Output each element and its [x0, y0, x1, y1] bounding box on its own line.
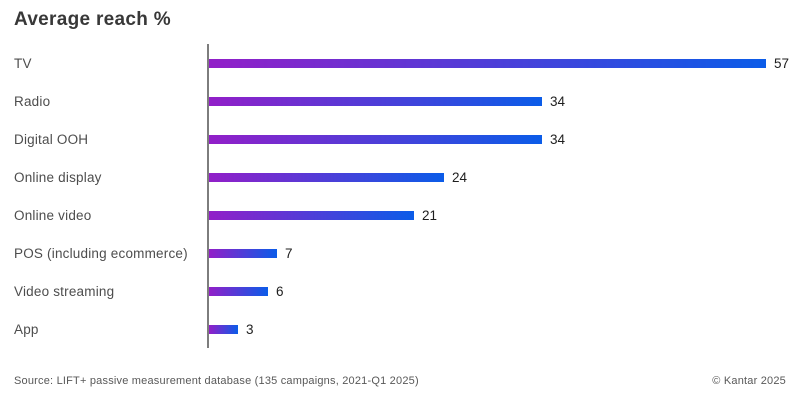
category-label: TV	[14, 55, 32, 71]
y-axis-line	[207, 44, 209, 348]
value-label: 34	[550, 93, 566, 109]
bar-row: Video streaming 6	[0, 272, 800, 310]
bar-area: 24	[207, 170, 800, 185]
plot-rows: TV 57 Radio 34 Digital OOH 34 Online dis…	[0, 44, 800, 348]
bar	[209, 134, 542, 144]
value-label: 34	[550, 131, 566, 147]
value-label: 6	[276, 283, 284, 299]
value-label: 57	[774, 55, 790, 71]
bar	[209, 286, 268, 296]
copyright-note: © Kantar 2025	[712, 375, 786, 387]
value-label: 24	[452, 169, 468, 185]
value-label: 21	[422, 207, 438, 223]
bar-area: 34	[207, 94, 800, 109]
category-label: POS (including ecommerce)	[14, 245, 188, 261]
bar	[209, 58, 766, 68]
bar	[209, 210, 414, 220]
bar	[209, 324, 238, 334]
bar-row: Digital OOH 34	[0, 120, 800, 158]
footer: Source: LIFT+ passive measurement databa…	[0, 375, 800, 400]
bar-chart: TV 57 Radio 34 Digital OOH 34 Online dis…	[0, 44, 800, 348]
value-label: 3	[246, 321, 254, 337]
bar	[209, 172, 444, 182]
bar-row: Online video 21	[0, 196, 800, 234]
bar-area: 3	[207, 322, 800, 337]
bar-area: 7	[207, 246, 800, 261]
bar	[209, 248, 277, 258]
category-label: Radio	[14, 93, 51, 109]
bar-row: Online display 24	[0, 158, 800, 196]
category-label: Online video	[14, 207, 92, 223]
source-note: Source: LIFT+ passive measurement databa…	[14, 375, 419, 387]
category-label: App	[14, 321, 39, 337]
bar-area: 21	[207, 208, 800, 223]
value-label: 7	[285, 245, 293, 261]
bar-row: Radio 34	[0, 82, 800, 120]
category-label: Video streaming	[14, 283, 115, 299]
bar-area: 57	[207, 56, 800, 71]
category-label: Digital OOH	[14, 131, 89, 147]
bar-row: App 3	[0, 310, 800, 348]
bar-area: 34	[207, 132, 800, 147]
chart-title: Average reach %	[14, 9, 171, 30]
bar-row: POS (including ecommerce) 7	[0, 234, 800, 272]
category-label: Online display	[14, 169, 102, 185]
bar-area: 6	[207, 284, 800, 299]
bar	[209, 96, 542, 106]
bar-row: TV 57	[0, 44, 800, 82]
